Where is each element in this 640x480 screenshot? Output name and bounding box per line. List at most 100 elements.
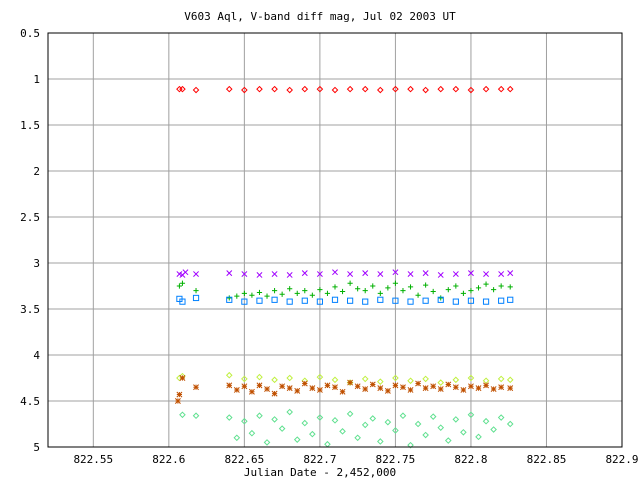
y-tick-label: 4.5: [20, 395, 40, 408]
y-tick-label: 5: [33, 441, 40, 454]
y-tick-label: 3.5: [20, 303, 40, 316]
data-point: [377, 378, 384, 385]
data-point: [248, 429, 256, 437]
data-point: [361, 421, 369, 429]
data-point: [241, 298, 248, 305]
data-point: [400, 384, 406, 391]
data-point: [271, 416, 278, 423]
data-point: [467, 86, 475, 94]
data-point: [347, 280, 353, 286]
data-point: [249, 292, 255, 298]
y-tick-label: 2: [33, 165, 40, 178]
data-point: [293, 436, 301, 443]
data-point: [467, 411, 475, 419]
data-point: [346, 85, 354, 93]
data-point: [324, 440, 331, 448]
data-point: [422, 385, 429, 392]
data-point: [452, 416, 460, 423]
data-point: [362, 386, 369, 392]
data-point: [316, 373, 324, 381]
data-point: [241, 417, 248, 425]
data-point: [369, 381, 376, 388]
data-point: [301, 380, 308, 387]
data-point: [332, 284, 338, 290]
data-point: [475, 433, 482, 441]
x-tick-label: 822.65: [224, 453, 264, 466]
series-4: [176, 294, 514, 305]
data-point: [331, 296, 339, 303]
data-point: [271, 288, 278, 294]
data-point: [467, 383, 474, 390]
data-point: [483, 281, 489, 287]
x-tick-label: 822.75: [376, 453, 416, 466]
data-point: [497, 85, 505, 93]
data-point: [392, 374, 399, 382]
x-axis-label: Julian Date - 2,452,000: [243, 466, 397, 479]
data-point: [482, 85, 490, 93]
data-point: [256, 373, 263, 381]
data-point: [192, 294, 200, 302]
data-point: [225, 85, 233, 93]
data-point: [347, 297, 354, 304]
data-point: [460, 387, 467, 393]
y-tick-labels: 0.5 1 1.5 2 2.5 3 3.5 4 4.5 5: [20, 27, 40, 454]
data-point: [278, 425, 286, 432]
data-point: [271, 390, 278, 397]
data-point: [437, 379, 445, 386]
x-tick-label: 822.9: [605, 453, 638, 466]
y-tick-label: 4: [33, 349, 40, 362]
y-tick-label: 1.5: [20, 119, 40, 132]
data-point: [316, 271, 323, 277]
data-point: [286, 408, 293, 416]
data-point: [355, 286, 361, 292]
series-3: [176, 280, 513, 301]
data-point: [264, 293, 270, 299]
data-point: [179, 411, 186, 419]
data-point: [415, 292, 421, 298]
data-point: [437, 85, 445, 93]
data-point: [453, 283, 459, 289]
data-point: [482, 377, 490, 385]
x-tick-label: 822.6: [152, 453, 185, 466]
data-point: [248, 388, 255, 395]
data-point: [241, 271, 248, 277]
data-point: [256, 412, 263, 420]
data-point: [256, 85, 263, 93]
data-point: [506, 376, 514, 384]
data-point: [392, 382, 399, 389]
data-point: [362, 288, 368, 294]
data-point: [256, 297, 263, 304]
data-point: [316, 298, 323, 305]
data-point: [407, 85, 414, 93]
data-point: [415, 380, 422, 387]
x-tick-label: 822.85: [527, 453, 567, 466]
y-tick-label: 2.5: [20, 211, 40, 224]
data-point: [316, 414, 324, 421]
data-point: [437, 386, 444, 392]
series-6: [174, 375, 514, 404]
data-point: [407, 284, 414, 290]
series-layer: [174, 85, 514, 449]
data-point: [192, 412, 200, 420]
data-point: [309, 385, 316, 392]
data-point: [445, 381, 452, 388]
data-point: [422, 86, 429, 94]
data-point: [377, 271, 384, 277]
data-point: [361, 85, 369, 93]
data-point: [362, 270, 369, 277]
data-point: [301, 85, 309, 93]
data-point: [176, 283, 183, 289]
data-point: [437, 272, 444, 278]
data-point: [179, 280, 186, 286]
data-point: [490, 426, 497, 433]
data-point: [294, 290, 300, 296]
data-point: [176, 391, 183, 398]
data-point: [422, 270, 429, 277]
series-1: [176, 85, 514, 94]
y-tick-label: 3: [33, 257, 40, 270]
data-point: [346, 410, 354, 418]
data-point: [392, 85, 399, 93]
data-point: [429, 413, 437, 420]
